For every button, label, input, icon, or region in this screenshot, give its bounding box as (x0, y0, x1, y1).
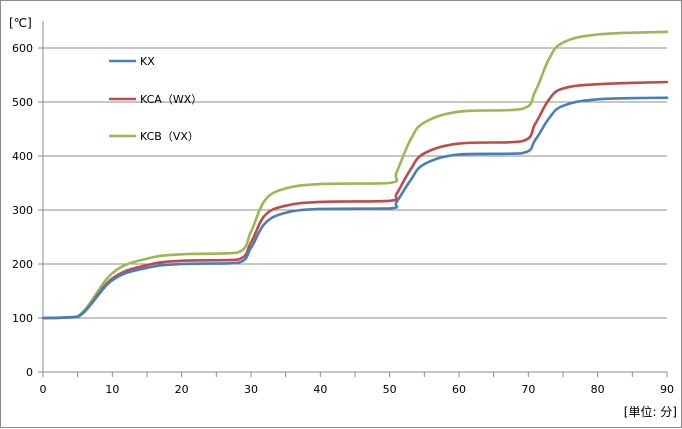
legend-label: KCA（WX） (140, 93, 202, 106)
y-tick-label: 200 (12, 258, 33, 271)
x-axis-label: [単位: 分] (624, 404, 677, 419)
x-tick-label: 50 (383, 383, 397, 396)
y-tick-label: 0 (26, 366, 33, 379)
series-line-2 (41, 30, 669, 320)
legend-label: KX (140, 55, 155, 68)
x-tick-label: 0 (40, 383, 47, 396)
x-tick-label: 60 (452, 383, 466, 396)
x-tick-label: 30 (244, 383, 258, 396)
y-tick-label: 500 (12, 96, 33, 109)
x-tick-label: 10 (105, 383, 119, 396)
series-line-1 (41, 80, 669, 320)
y-tick-label: 300 (12, 204, 33, 217)
legend-label: KCB（VX） (140, 130, 199, 143)
y-tick-label: 100 (12, 312, 33, 325)
y-tick-label: 400 (12, 150, 33, 163)
x-tick-label: 90 (660, 383, 674, 396)
y-axis-label: [℃] (9, 16, 32, 30)
x-tick-label: 40 (313, 383, 327, 396)
y-tick-label: 600 (12, 42, 33, 55)
x-tick-label: 20 (175, 383, 189, 396)
series-line-0 (41, 96, 669, 320)
x-tick-label: 70 (521, 383, 535, 396)
x-tick-label: 80 (591, 383, 605, 396)
